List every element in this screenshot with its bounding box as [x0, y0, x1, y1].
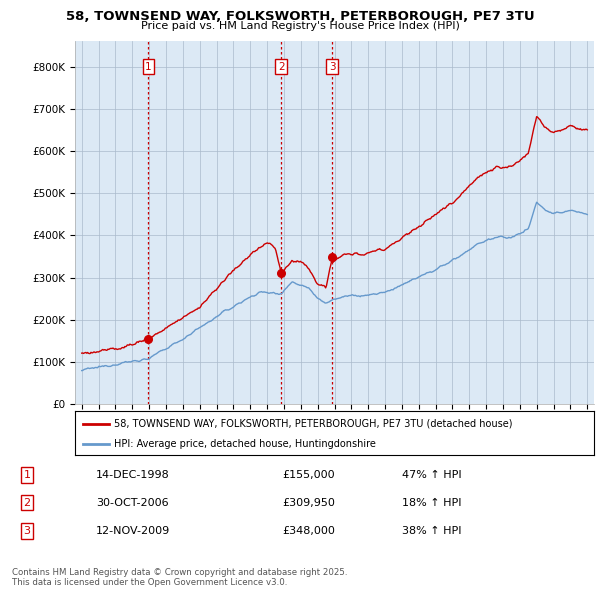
Text: 38% ↑ HPI: 38% ↑ HPI: [402, 526, 461, 536]
Text: 2: 2: [278, 61, 284, 71]
Text: 2: 2: [23, 498, 31, 507]
Text: 3: 3: [23, 526, 31, 536]
Text: 58, TOWNSEND WAY, FOLKSWORTH, PETERBOROUGH, PE7 3TU: 58, TOWNSEND WAY, FOLKSWORTH, PETERBOROU…: [65, 10, 535, 23]
Text: 12-NOV-2009: 12-NOV-2009: [96, 526, 170, 536]
Text: 30-OCT-2006: 30-OCT-2006: [96, 498, 169, 507]
Text: 18% ↑ HPI: 18% ↑ HPI: [402, 498, 461, 507]
Text: £309,950: £309,950: [282, 498, 335, 507]
Text: £348,000: £348,000: [282, 526, 335, 536]
Text: 58, TOWNSEND WAY, FOLKSWORTH, PETERBOROUGH, PE7 3TU (detached house): 58, TOWNSEND WAY, FOLKSWORTH, PETERBOROU…: [114, 419, 512, 428]
Text: 47% ↑ HPI: 47% ↑ HPI: [402, 470, 461, 480]
Text: 1: 1: [145, 61, 152, 71]
Text: Price paid vs. HM Land Registry's House Price Index (HPI): Price paid vs. HM Land Registry's House …: [140, 21, 460, 31]
Text: 1: 1: [23, 470, 31, 480]
Text: Contains HM Land Registry data © Crown copyright and database right 2025.
This d: Contains HM Land Registry data © Crown c…: [12, 568, 347, 587]
Text: 14-DEC-1998: 14-DEC-1998: [96, 470, 170, 480]
Text: £155,000: £155,000: [282, 470, 335, 480]
Text: 3: 3: [329, 61, 335, 71]
Text: HPI: Average price, detached house, Huntingdonshire: HPI: Average price, detached house, Hunt…: [114, 440, 376, 450]
